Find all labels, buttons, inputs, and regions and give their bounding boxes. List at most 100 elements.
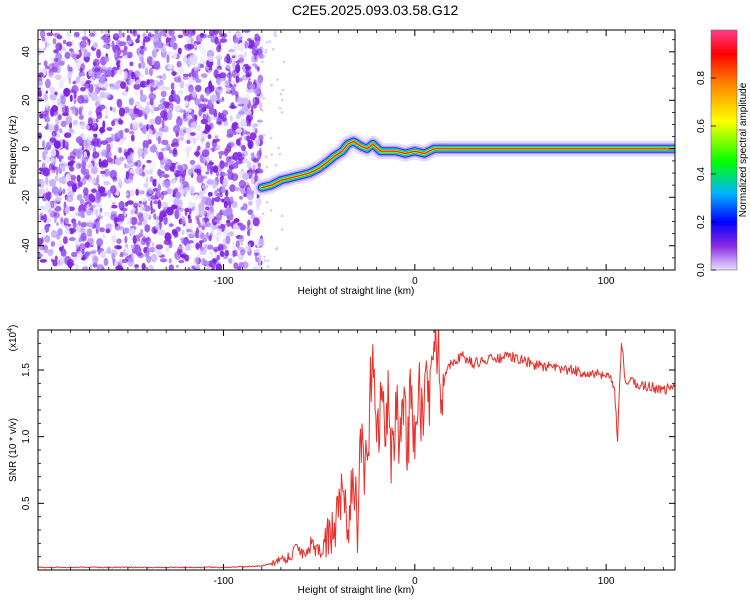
noise-blob [218, 41, 222, 50]
noise-blob [154, 30, 159, 35]
noise-blob [150, 195, 158, 200]
noise-blob [150, 209, 156, 213]
noise-blob [176, 52, 180, 60]
noise-blob [218, 154, 222, 160]
noise-blob [116, 98, 123, 108]
noise-blob [142, 172, 146, 177]
noise-blob [38, 192, 42, 200]
noise-blob [130, 209, 135, 215]
colorbar-tick-label: 0.4 [696, 167, 707, 181]
noise-blob [139, 94, 147, 103]
noise-blob [180, 127, 184, 137]
noise-blob [107, 189, 112, 198]
noise-blob [81, 214, 85, 219]
noise-blob [83, 187, 89, 196]
noise-blob [95, 200, 101, 204]
noise-blob [262, 133, 266, 137]
noise-blob [42, 167, 50, 177]
noise-blob [50, 158, 56, 164]
noise-blob [75, 244, 79, 250]
colorbar-tick-label: 0.0 [696, 263, 707, 277]
noise-blob [115, 121, 119, 127]
noise-blob [44, 224, 50, 233]
noise-blob [160, 110, 168, 119]
noise-blob [186, 108, 192, 113]
noise-blob [141, 235, 150, 243]
noise-blob [174, 187, 178, 193]
noise-blob [91, 188, 97, 193]
noise-blob [257, 162, 262, 168]
noise-blob [238, 77, 243, 82]
spectrogram-x-axis-label: Height of straight line (km) [298, 286, 415, 297]
noise-blob [53, 57, 59, 62]
noise-blob [247, 229, 251, 237]
noise-blob [38, 237, 43, 246]
noise-blob [252, 97, 256, 104]
snr-y-axis-label: SNR (10 * v/v) [8, 418, 19, 482]
noise-blob [265, 166, 269, 169]
noise-blob [196, 124, 202, 132]
noise-blob [38, 167, 44, 172]
noise-blob [202, 137, 206, 142]
noise-blob [248, 242, 251, 253]
noise-blob [80, 222, 88, 228]
y-tick-label: 0.5 [21, 496, 32, 510]
noise-blob [188, 208, 192, 215]
noise-blob [38, 79, 43, 86]
noise-blob [84, 194, 89, 200]
noise-blob [156, 180, 159, 187]
noise-blob [185, 146, 192, 153]
noise-blob [51, 165, 55, 171]
noise-blob [43, 93, 48, 102]
noise-blob [214, 135, 219, 139]
noise-blob [164, 232, 172, 242]
noise-blob [88, 110, 93, 117]
noise-blob [227, 232, 235, 237]
noise-blob [133, 83, 141, 90]
noise-blob [149, 118, 157, 125]
noise-blob [193, 151, 201, 157]
noise-blob [65, 73, 69, 77]
noise-blob [241, 170, 245, 174]
noise-blob [157, 40, 163, 49]
noise-blob [168, 94, 174, 103]
noise-blob [208, 235, 212, 242]
noise-blob [149, 79, 156, 86]
noise-blob [255, 78, 262, 88]
noise-blob [157, 184, 162, 192]
noise-blob [123, 45, 128, 51]
noise-blob [79, 67, 83, 73]
noise-blob [214, 190, 218, 197]
noise-blob [95, 100, 100, 108]
noise-blob [128, 172, 134, 180]
noise-blob [184, 95, 192, 103]
noise-blob [125, 243, 129, 248]
noise-blob [160, 192, 165, 201]
noise-blob [245, 72, 251, 78]
noise-blob [62, 188, 66, 194]
noise-blob [80, 199, 85, 206]
noise-blob [46, 186, 49, 193]
noise-blob [233, 252, 238, 257]
snr-frame [37, 329, 676, 571]
noise-blob [136, 211, 143, 219]
noise-blob [215, 170, 220, 177]
noise-blob [263, 259, 267, 262]
noise-blob [265, 201, 269, 204]
noise-blob [135, 159, 142, 168]
noise-blob [135, 38, 140, 44]
noise-blob [166, 54, 170, 64]
noise-blob [217, 86, 222, 90]
noise-blob [177, 165, 183, 170]
noise-blob [125, 170, 130, 180]
noise-blob [223, 201, 228, 209]
noise-blob [252, 266, 260, 270]
noise-blob [81, 176, 87, 186]
noise-blob [111, 133, 119, 142]
noise-blob [106, 127, 113, 131]
noise-blob [68, 71, 73, 75]
noise-blob [127, 51, 133, 59]
noise-blob [88, 68, 92, 77]
noise-blob [168, 258, 172, 264]
noise-blob [213, 197, 221, 202]
